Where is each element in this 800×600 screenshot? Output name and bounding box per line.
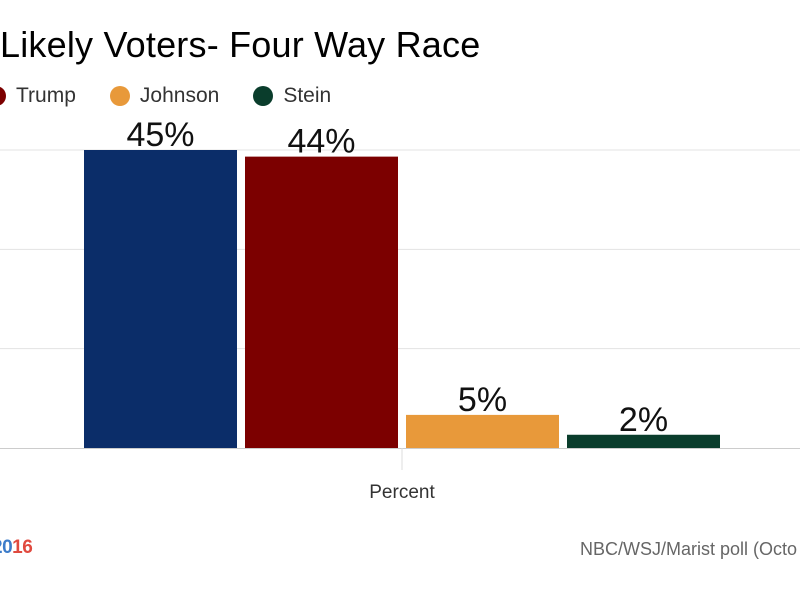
bar-clinton <box>84 150 237 448</box>
legend-dot-stein-icon <box>253 86 274 106</box>
bar-label-clinton: 45% <box>126 116 194 154</box>
legend-label-trump: Trump <box>16 84 76 107</box>
chart-legend: Trump Johnson Stein <box>0 84 365 108</box>
legend-dot-trump-icon <box>0 86 6 106</box>
legend-label-stein: Stein <box>283 84 332 107</box>
bar-label-trump: 44% <box>287 123 355 161</box>
source-note: NBC/WSJ/Marist poll (Octo <box>580 539 798 559</box>
bar-stein <box>567 434 720 448</box>
bar-label-stein: 2% <box>619 401 668 439</box>
election-2016-logo: 2016 <box>0 537 33 559</box>
legend-item-trump: Trump <box>0 84 76 108</box>
legend-item-stein: Stein <box>253 84 331 108</box>
legend-label-johnson: Johnson <box>139 84 220 107</box>
chart-title: Likely Voters- Four Way Race <box>0 24 481 65</box>
bar-johnson <box>406 414 559 448</box>
logo-prefix: 20 <box>0 537 13 558</box>
bar-trump <box>245 156 398 448</box>
logo-suffix: 16 <box>12 537 33 558</box>
legend-item-johnson: Johnson <box>109 84 220 108</box>
legend-dot-johnson-icon <box>109 86 130 106</box>
x-axis-category-label: Percent <box>369 482 435 503</box>
bar-label-johnson: 5% <box>458 381 507 419</box>
